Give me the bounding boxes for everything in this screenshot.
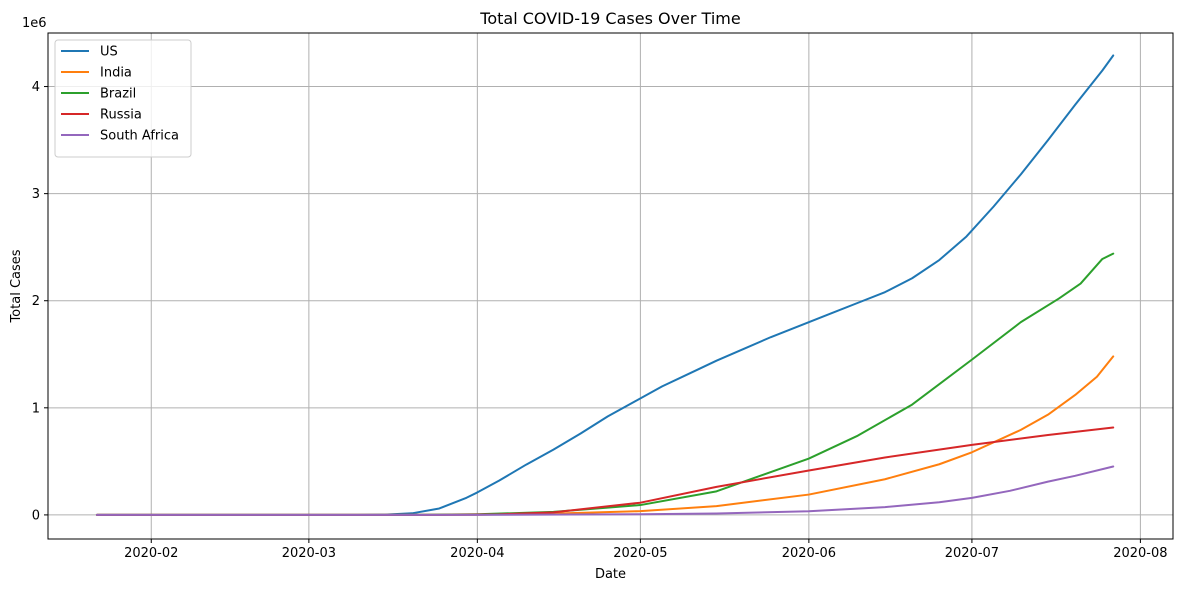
series-layer xyxy=(95,54,1115,516)
y-axis-offset-text: 1e6 xyxy=(22,16,47,31)
y-axis-ticks: 0 1 2 3 4 xyxy=(32,80,48,523)
y-tick-label: 0 xyxy=(32,508,40,523)
x-tick-label: 2020-08 xyxy=(1113,546,1167,561)
x-axis-ticks: 2020-02 2020-03 2020-04 2020-05 2020-06 2020-… xyxy=(124,539,1168,561)
plot-frame xyxy=(47,32,1174,540)
x-tick-label: 2020-06 xyxy=(782,546,836,561)
y-tick-label: 3 xyxy=(32,187,40,202)
x-tick-label: 2020-02 xyxy=(124,546,178,561)
x-axis-label: Date xyxy=(595,567,626,582)
legend-label-us: US xyxy=(100,45,118,60)
y-tick-label: 1 xyxy=(32,401,40,416)
series-line-south-africa xyxy=(95,465,1115,516)
legend-label-india: India xyxy=(100,66,132,81)
series-line-us xyxy=(95,54,1115,516)
legend-label-south-africa: South Africa xyxy=(100,129,179,144)
y-tick-label: 2 xyxy=(32,294,40,309)
chart-title: Total COVID-19 Cases Over Time xyxy=(479,9,740,28)
x-tick-label: 2020-04 xyxy=(450,546,504,561)
legend-box xyxy=(54,39,192,158)
legend: US India Brazil Russia South Africa xyxy=(54,39,192,158)
x-tick-label: 2020-03 xyxy=(282,546,336,561)
legend-label-brazil: Brazil xyxy=(100,87,136,102)
y-tick-label: 4 xyxy=(32,80,40,95)
y-axis-label: Total Cases xyxy=(9,249,24,323)
legend-label-russia: Russia xyxy=(100,108,142,123)
x-tick-label: 2020-07 xyxy=(945,546,999,561)
x-tick-label: 2020-05 xyxy=(613,546,667,561)
